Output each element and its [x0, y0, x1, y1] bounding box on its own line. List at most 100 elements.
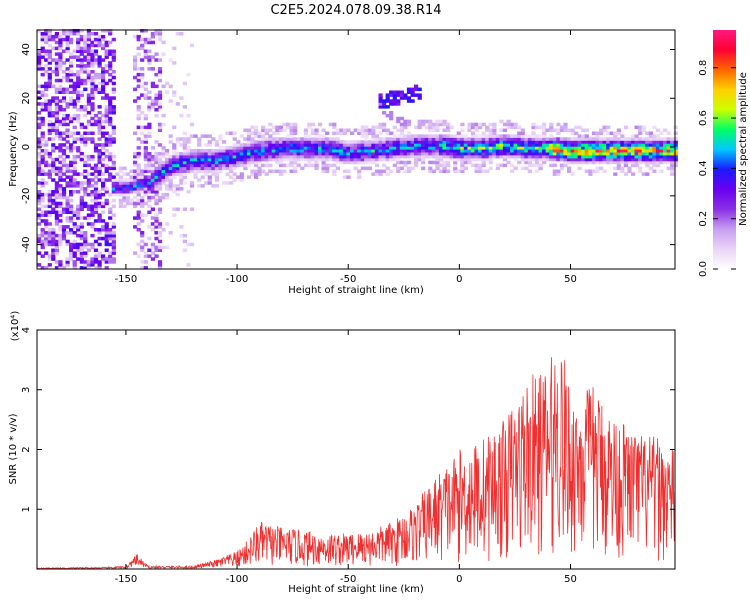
spectrogram-cell: [538, 137, 543, 141]
spectrogram-cell: [61, 228, 67, 232]
spectrogram-cell: [670, 151, 675, 156]
spectrogram-cell: [69, 245, 74, 250]
x-tick-label: -100: [226, 274, 249, 285]
spectrogram-cell: [69, 84, 74, 89]
spectrogram-cell: [69, 96, 74, 100]
spectrogram-cell: [125, 195, 131, 200]
spectrogram-cell: [51, 207, 56, 211]
spectrogram-cell: [65, 131, 70, 135]
spectrogram-cell: [69, 181, 74, 185]
spectrogram-cell: [307, 140, 312, 144]
spectrogram-cell: [254, 169, 259, 173]
spectrogram-cell: [51, 128, 56, 132]
spectrogram-cell: [72, 102, 77, 106]
spectrogram-cell: [403, 140, 408, 144]
spectrogram-cell: [577, 149, 582, 153]
spectrogram-cell: [108, 140, 113, 144]
spectrogram-cell: [307, 157, 312, 162]
spectrogram-cell: [460, 169, 465, 173]
spectrogram-cell: [97, 263, 102, 267]
spectrogram-cell: [460, 154, 465, 159]
spectrogram-cell: [577, 143, 582, 147]
spectrogram-cell: [161, 122, 166, 127]
spectrogram-cell: [69, 231, 74, 235]
spectrogram-cell: [186, 157, 191, 162]
spectrogram-cell: [584, 151, 589, 156]
spectrogram-cell: [104, 96, 109, 100]
spectrogram-cell: [186, 242, 191, 247]
spectrogram-cell: [641, 160, 646, 165]
spectrogram-cell: [93, 122, 99, 127]
spectrogram-cell: [54, 233, 59, 238]
spectrogram-cell: [478, 146, 483, 150]
spectrogram-cell: [150, 163, 155, 168]
spectrogram-cell: [86, 49, 91, 53]
spectrogram-cell: [83, 239, 88, 244]
spectrogram-cell: [168, 166, 173, 171]
spectrogram-cell: [108, 260, 113, 264]
spectrogram-cell: [101, 201, 106, 206]
spectrogram-cell: [581, 146, 586, 150]
spectrogram-cell: [435, 166, 440, 171]
spectrogram-cell: [353, 151, 358, 156]
spectrogram-cell: [670, 146, 675, 150]
spectrogram-cell: [108, 99, 113, 103]
spectrogram-cell: [54, 90, 59, 94]
spectrogram-cell: [65, 207, 70, 211]
spectrogram-cell: [588, 169, 593, 173]
spectrogram-cell: [154, 93, 159, 97]
spectrogram-cell: [104, 236, 109, 241]
spectrogram-cell: [631, 163, 636, 168]
spectrogram-cell: [104, 233, 109, 238]
spectrogram-cell: [460, 166, 465, 171]
spectrogram-cell: [83, 190, 88, 194]
spectrogram-cell: [40, 102, 45, 106]
spectrogram-cell: [261, 128, 266, 132]
spectrogram-cell: [442, 140, 447, 144]
spectrogram-cell: [570, 146, 575, 150]
spectrogram-cell: [37, 195, 42, 200]
spectrogram-cell: [179, 143, 184, 147]
spectrogram-cell: [61, 75, 67, 80]
spectrogram-cell: [538, 149, 543, 153]
spectrogram-cell: [392, 102, 397, 106]
spectrogram-cell: [399, 140, 404, 144]
spectrogram-cell: [47, 75, 52, 80]
spectrogram-cell: [143, 37, 148, 42]
spectrogram-cell: [506, 146, 511, 150]
spectrogram-cell: [182, 81, 187, 86]
spectrogram-cell: [570, 157, 575, 162]
spectrogram-cell: [76, 75, 81, 80]
spectrogram-cell: [40, 198, 45, 203]
spectrogram-cell: [140, 72, 145, 77]
spectrogram-cell: [495, 137, 500, 141]
spectrogram-cell: [663, 160, 668, 165]
spectrogram-cell: [61, 236, 67, 241]
spectrogram-cell: [328, 163, 333, 168]
spectrogram-cell: [51, 160, 56, 165]
spectrogram-cell: [93, 210, 99, 214]
spectrogram-cell: [129, 181, 134, 185]
spectrogram-cell: [470, 137, 476, 141]
spectrogram-cell: [524, 143, 529, 147]
spectrogram-cell: [353, 154, 358, 159]
spectrogram-cell: [140, 204, 145, 209]
spectrogram-cell: [37, 29, 42, 33]
spectrogram-cell: [406, 134, 412, 138]
spectrogram-cell: [645, 140, 650, 144]
spectrogram-cell: [325, 149, 330, 153]
spectrogram-cell: [278, 154, 284, 159]
spectrogram-cell: [211, 157, 216, 162]
spectrogram-cell: [485, 149, 490, 153]
spectrogram-cell: [37, 140, 42, 144]
spectrogram-cell: [567, 154, 572, 159]
spectrogram-cell: [310, 149, 316, 153]
spectrogram-cell: [65, 58, 70, 62]
spectrogram-cell: [54, 58, 59, 62]
spectrogram-cell: [488, 134, 493, 138]
spectrogram-cell: [90, 55, 95, 59]
spectrogram-cell: [111, 257, 116, 261]
spectrogram-cell: [136, 192, 141, 197]
spectrogram-cell: [385, 151, 390, 156]
spectrogram-cell: [104, 260, 109, 264]
